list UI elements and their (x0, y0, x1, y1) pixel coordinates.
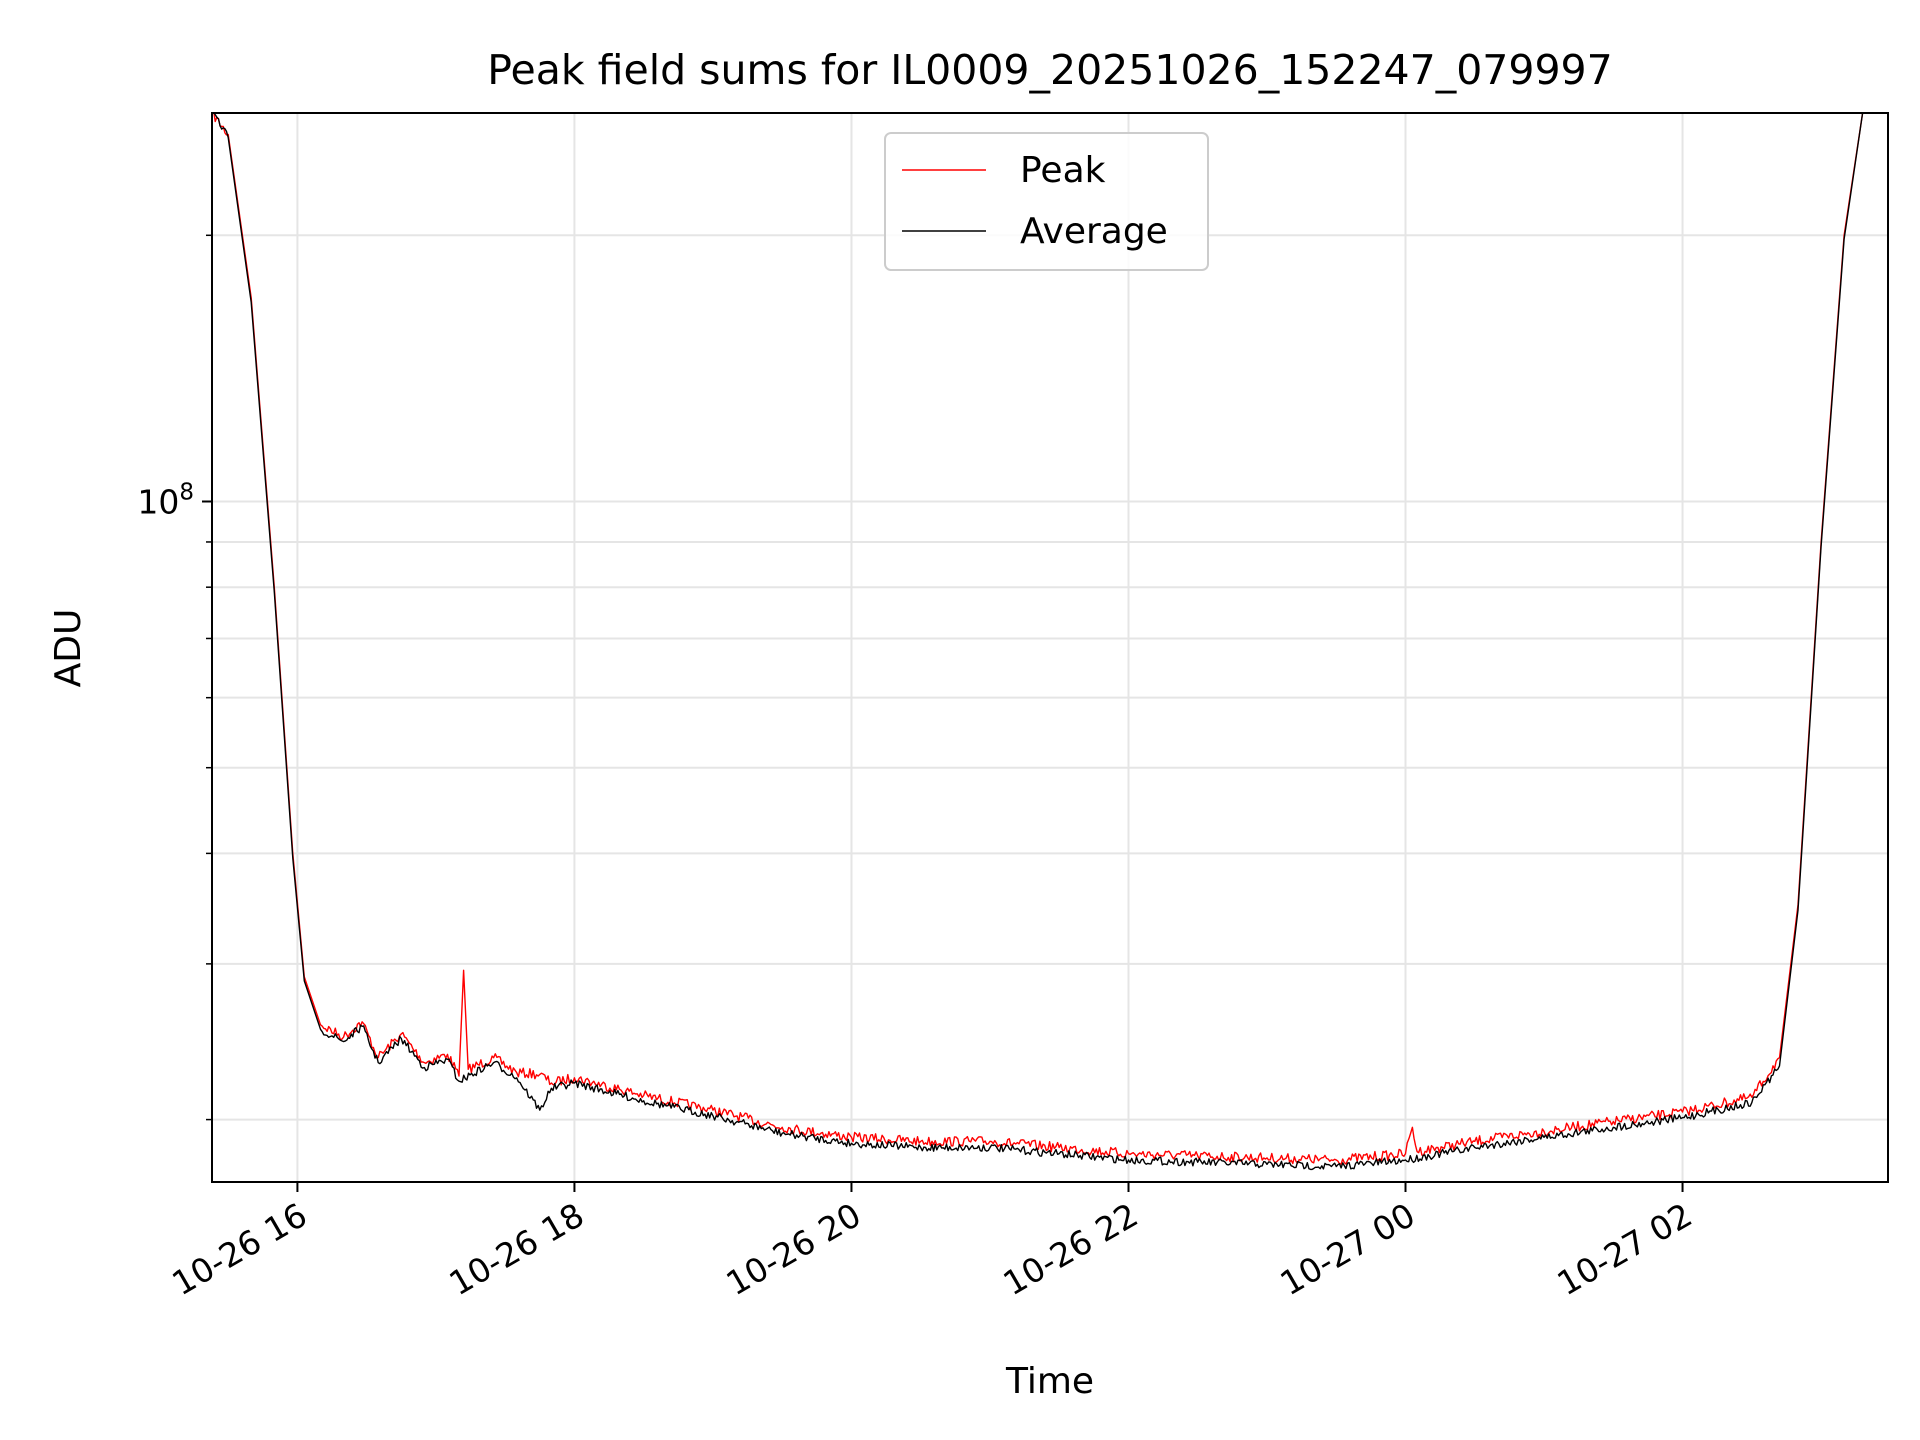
legend-label-average: Average (1020, 211, 1168, 252)
chart-title: Peak field sums for IL0009_20251026_1522… (487, 46, 1612, 94)
series-line-peak (212, 113, 1864, 1165)
plot-frame (211, 112, 1889, 1183)
y-tick-label: 108 (137, 479, 194, 521)
series-line-average (212, 113, 1864, 1171)
series-average (212, 113, 1864, 1171)
grid-layer (212, 113, 1888, 1182)
series-peak (212, 113, 1864, 1165)
y-axis-label: ADU (48, 609, 89, 688)
legend-box (884, 132, 1209, 271)
x-axis-label: Time (1005, 1361, 1094, 1402)
legend-label-peak: Peak (1020, 150, 1106, 191)
legend: Peak Average (884, 132, 1209, 271)
plot-area (212, 113, 1864, 1171)
